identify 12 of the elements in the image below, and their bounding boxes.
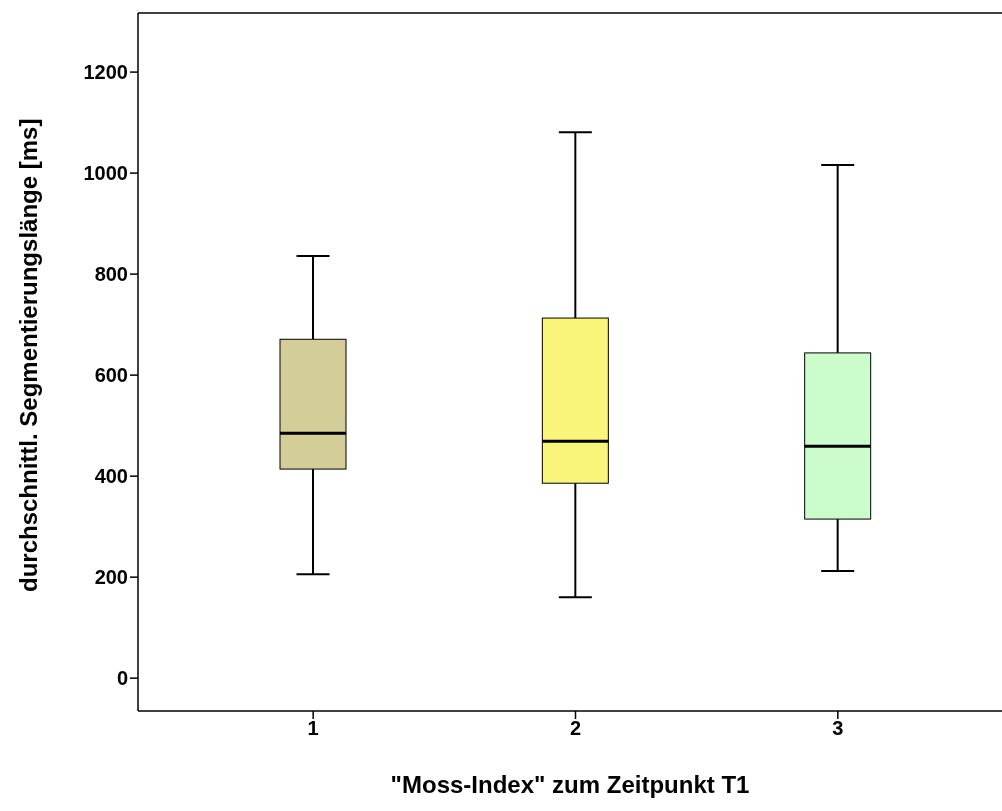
y-tick-label: 1200: [83, 61, 128, 84]
x-axis-title: "Moss-Index" zum Zeitpunkt T1: [390, 771, 750, 798]
y-tick-label: 600: [94, 364, 128, 387]
y-tick-label: 1000: [83, 162, 128, 185]
y-tick-label: 400: [94, 465, 128, 488]
y-axis-title: durchschnittl. Segmentierungslänge [ms]: [14, 118, 42, 592]
x-tick-label: 3: [832, 717, 844, 740]
y-tick-label: 200: [94, 566, 128, 589]
x-tick-label: 2: [569, 717, 582, 740]
y-tick-label: 0: [116, 667, 128, 690]
x-tick-label: 1: [307, 717, 319, 740]
y-tick-label: 800: [94, 263, 128, 286]
